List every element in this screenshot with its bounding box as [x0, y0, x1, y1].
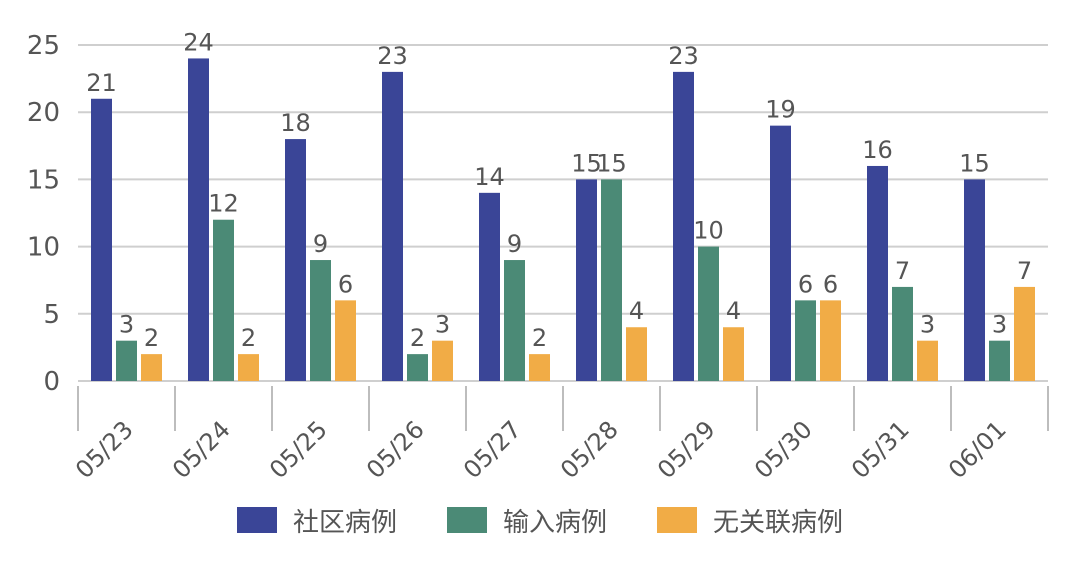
data-label-06-01-series-1: 3: [992, 311, 1007, 339]
bar-05-29-series-0: [673, 71, 694, 381]
legend-label-series-2: 无关联病例: [713, 507, 844, 538]
bar-05-31-series-0: [867, 165, 888, 381]
bar-05-29-series-1: [698, 246, 719, 381]
bar-05-23-series-1: [116, 340, 137, 381]
bar-05-29-series-2: [723, 327, 744, 381]
x-tick-label-05-24: 05/24: [167, 415, 236, 484]
x-tick-label-05-30: 05/30: [749, 415, 818, 484]
x-tick-label-05-26: 05/26: [361, 415, 430, 484]
data-label-05-31-series-1: 7: [895, 257, 910, 285]
data-label-05-25-series-1: 9: [313, 230, 328, 258]
bar-05-27-series-1: [504, 260, 525, 381]
bar-05-30-series-1: [795, 300, 816, 381]
bar-05-24-series-1: [213, 219, 234, 381]
bar-05-25-series-0: [285, 139, 306, 381]
data-label-05-26-series-2: 3: [435, 311, 450, 339]
x-tick-label-05-31: 05/31: [846, 415, 915, 484]
x-axis: 05/23 05/24 05/25 05/26 05/27 05/28 05/29 05/30…: [70, 386, 1049, 484]
bar-06-01-series-0: [964, 179, 985, 381]
data-label-05-25-series-2: 6: [338, 270, 353, 298]
data-label-05-29-series-2: 4: [726, 297, 741, 325]
bar-05-24-series-2: [238, 354, 259, 381]
y-tick-label-15: 15: [27, 165, 60, 195]
data-label-05-27-series-1: 9: [507, 230, 522, 258]
y-tick-label-5: 5: [43, 300, 60, 330]
x-tick-label-05-25: 05/25: [264, 415, 333, 484]
bar-06-01-series-2: [1014, 286, 1035, 381]
bar-05-23-series-0: [91, 98, 112, 381]
legend-label-series-1: 输入病例: [502, 507, 607, 538]
x-tick-label-05-28: 05/28: [555, 415, 624, 484]
legend-item-series-0: 社区病例: [236, 502, 397, 539]
bar-05-27-series-0: [479, 192, 500, 381]
bar-05-26-series-2: [432, 340, 453, 381]
x-tick-label-05-29: 05/29: [652, 415, 721, 484]
bar-05-30-series-0: [770, 125, 791, 381]
data-label-05-27-series-2: 2: [532, 324, 547, 352]
bar-05-25-series-1: [310, 260, 331, 381]
bar-05-23-series-2: [141, 354, 162, 381]
bar-05-31-series-2: [917, 340, 938, 381]
y-axis-tick-labels: 0 5 10 15 20 25: [27, 31, 60, 397]
data-label-05-30-series-2: 6: [823, 270, 838, 298]
data-label-05-23-series-0: 21: [86, 69, 117, 97]
y-tick-label-0: 0: [43, 367, 60, 397]
data-label-05-25-series-0: 18: [280, 109, 311, 137]
legend-label-series-0: 社区病例: [292, 507, 397, 538]
bar-05-24-series-0: [188, 58, 209, 381]
data-label-05-26-series-0: 23: [377, 42, 408, 70]
data-label-06-01-series-2: 7: [1017, 257, 1032, 285]
legend-item-series-1: 输入病例: [446, 502, 607, 539]
bar-05-26-series-1: [407, 354, 428, 381]
bar-05-28-series-0: [576, 179, 597, 381]
bar-05-28-series-2: [626, 327, 647, 381]
data-label-06-01-series-0: 15: [959, 149, 990, 177]
legend: 社区病例 输入病例 无关联病例: [0, 500, 1080, 540]
legend-swatch-series-1: [446, 507, 487, 533]
data-label-05-24-series-0: 24: [183, 28, 214, 56]
data-label-05-28-series-1: 15: [596, 149, 627, 177]
data-label-05-23-series-1: 3: [119, 311, 134, 339]
data-label-05-27-series-0: 14: [474, 163, 505, 191]
bar-05-31-series-1: [892, 286, 913, 381]
bar-05-28-series-1: [601, 179, 622, 381]
bar-05-30-series-2: [820, 300, 841, 381]
x-tick-label-05-23: 05/23: [70, 415, 139, 484]
data-label-05-29-series-1: 10: [693, 217, 724, 245]
legend-swatch-series-2: [657, 507, 697, 533]
legend-item-series-2: 无关联病例: [657, 502, 843, 539]
y-tick-label-25: 25: [27, 31, 60, 61]
bars: [91, 58, 1035, 381]
data-label-05-28-series-2: 4: [629, 297, 644, 325]
data-label-05-28-series-0: 15: [571, 149, 602, 177]
y-tick-label-20: 20: [27, 98, 60, 128]
data-label-05-31-series-0: 16: [862, 136, 893, 164]
legend-swatch-series-0: [236, 507, 277, 533]
data-label-05-26-series-1: 2: [410, 324, 425, 352]
data-label-05-24-series-2: 2: [241, 324, 256, 352]
bar-06-01-series-1: [989, 340, 1010, 381]
bar-05-27-series-2: [529, 354, 550, 381]
data-label-05-24-series-1: 12: [208, 190, 239, 218]
y-tick-label-10: 10: [27, 233, 60, 263]
data-label-05-30-series-1: 6: [798, 270, 813, 298]
bar-05-25-series-2: [335, 300, 356, 381]
bar-05-26-series-0: [382, 71, 403, 381]
x-tick-label-06-01: 06/01: [943, 415, 1012, 484]
data-label-05-31-series-2: 3: [920, 311, 935, 339]
data-label-05-23-series-2: 2: [144, 324, 159, 352]
x-tick-label-05-27: 05/27: [458, 415, 527, 484]
data-label-05-30-series-0: 19: [765, 96, 796, 124]
data-label-05-29-series-0: 23: [668, 42, 699, 70]
